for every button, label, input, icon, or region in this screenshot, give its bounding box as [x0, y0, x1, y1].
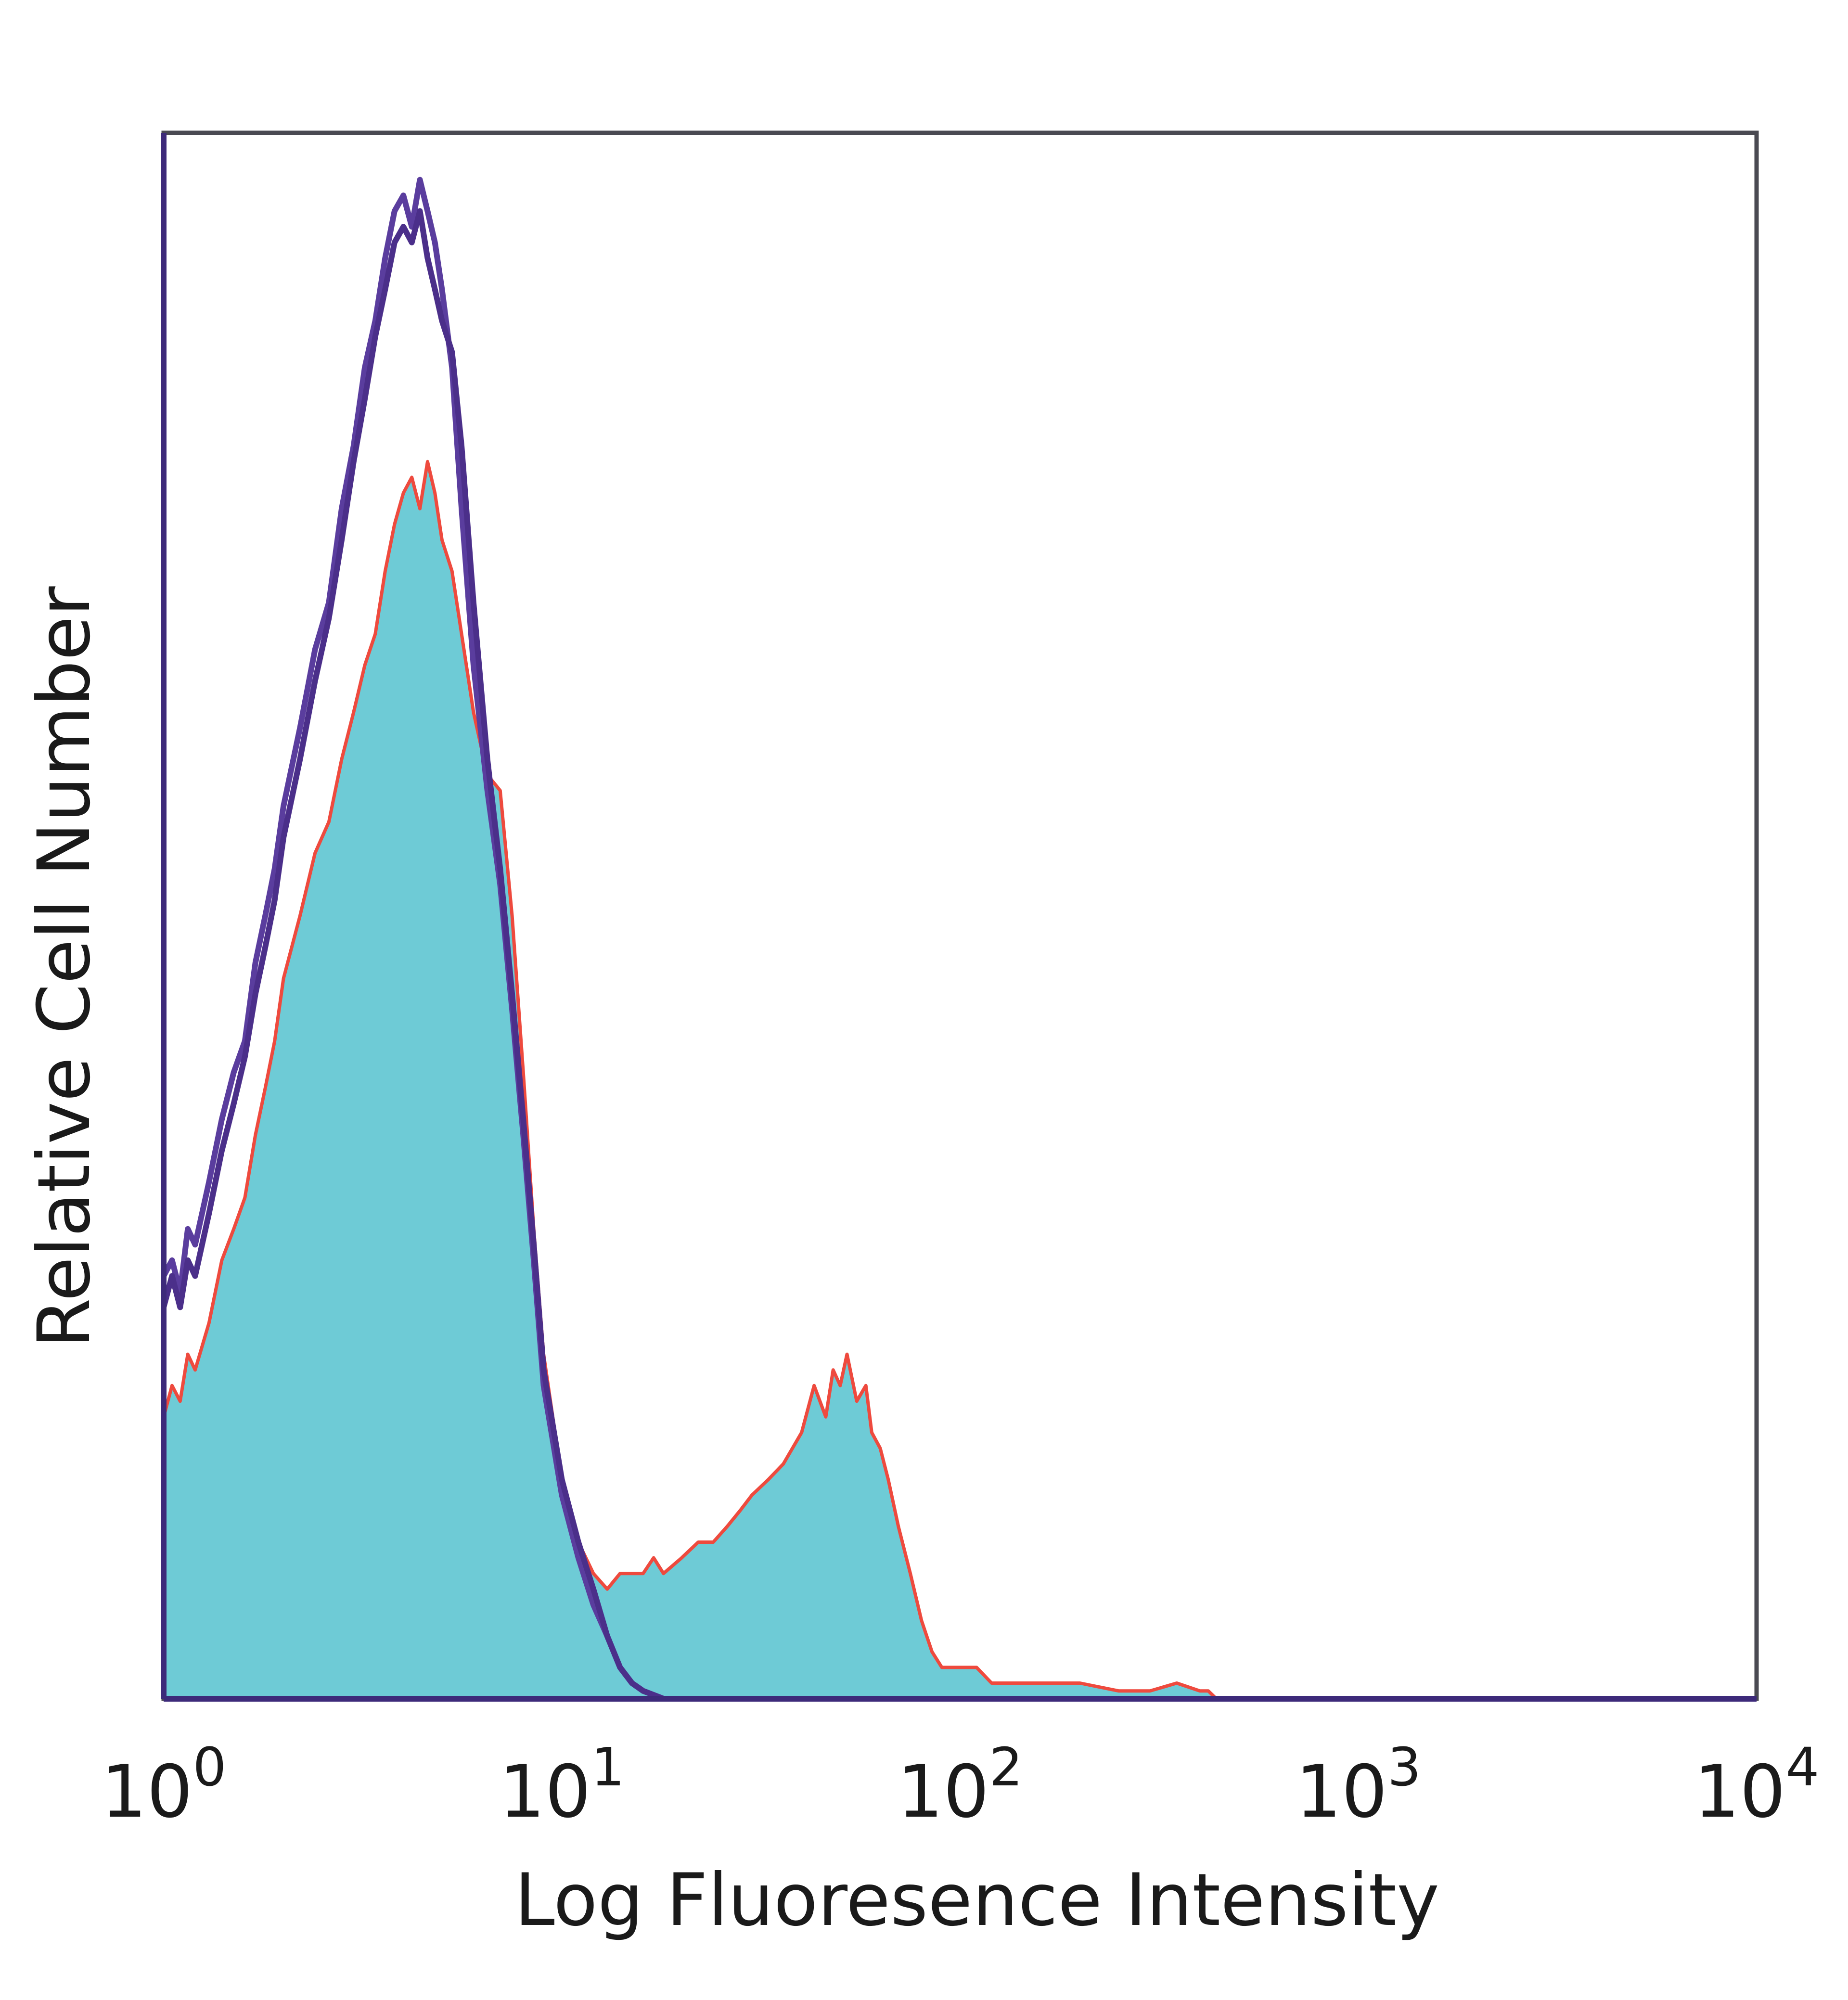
filled-histogram-area [164, 462, 1217, 1699]
x-tick-label-3: 103 [1296, 1736, 1421, 1834]
x-axis-label: Log Fluoresence Intensity [514, 1859, 1439, 1942]
x-tick-label-1: 101 [499, 1736, 625, 1834]
x-tick-label-2: 102 [898, 1736, 1023, 1834]
y-axis-label: Relative Cell Number [23, 586, 106, 1348]
x-tick-label-4: 104 [1694, 1736, 1820, 1834]
x-tick-labels: 100 101 102 103 104 [101, 1736, 1820, 1834]
filled-histogram-line [164, 460, 1218, 1699]
outline-histogram-2-line [164, 208, 1757, 1699]
series-layer [164, 177, 1757, 1699]
x-tick-label-0: 100 [101, 1736, 227, 1834]
